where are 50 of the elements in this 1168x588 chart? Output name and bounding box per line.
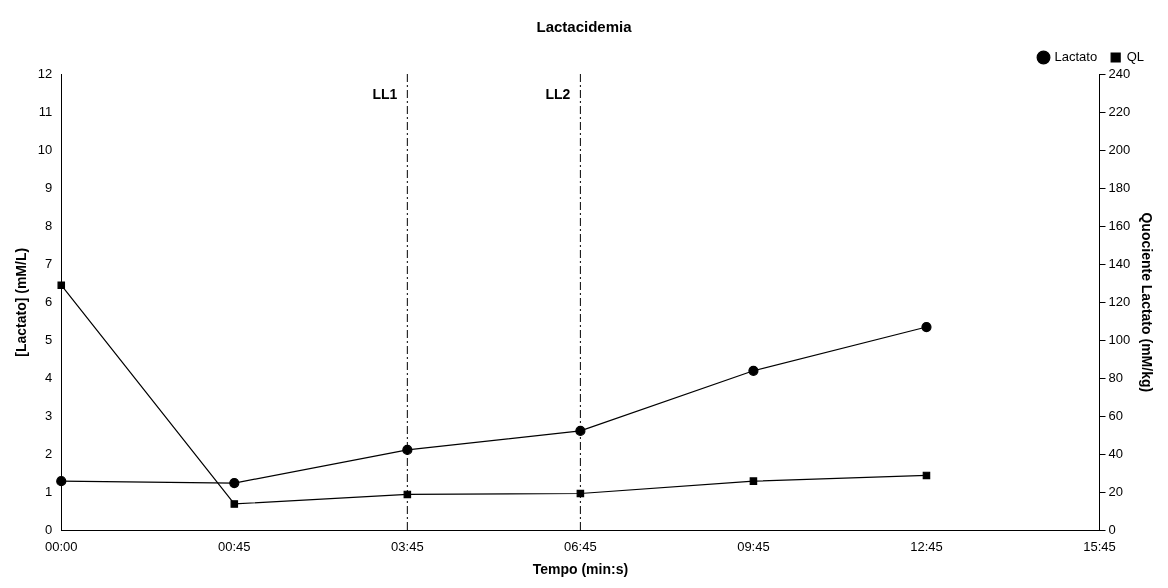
- x-tick-label: 09:45: [737, 538, 770, 554]
- y-tick-label: 7: [45, 255, 53, 271]
- point: [57, 281, 66, 289]
- x-axis-title: Tempo (min:s): [532, 561, 629, 578]
- y2-tick-label: 220: [1108, 103, 1131, 119]
- x-tick-label: 03:45: [391, 538, 424, 554]
- y-tick-label: 2: [45, 446, 53, 462]
- y-axis-title: [Lactato] (mM/L): [13, 247, 30, 357]
- y2-tick-label: 120: [1108, 293, 1131, 309]
- y2-tick-label: 40: [1108, 446, 1123, 462]
- point: [230, 500, 239, 508]
- ref-line-label: LL2: [545, 85, 571, 102]
- point: [229, 477, 240, 489]
- ref-line-label: LL1: [372, 85, 398, 102]
- x-tick-label: 00:00: [44, 538, 78, 554]
- y2-tick-label: 80: [1108, 369, 1123, 385]
- y-tick-label: 5: [45, 331, 53, 347]
- y-tick-label: 6: [45, 293, 53, 309]
- y-tick-label: 12: [37, 65, 53, 81]
- y2-axis-title: Quociente Lactato (mM/kg): [1138, 212, 1155, 393]
- point: [56, 476, 67, 487]
- point: [402, 444, 413, 456]
- x-tick-label: 06:45: [564, 538, 597, 554]
- y2-tick-label: 160: [1108, 217, 1131, 233]
- y2-tick-label: 180: [1108, 179, 1131, 195]
- legend-label: QL: [1126, 49, 1144, 65]
- y-tick-label: 4: [45, 369, 53, 385]
- y2-tick-label: 240: [1108, 65, 1131, 81]
- chart-title: Lactacidemia: [536, 18, 633, 36]
- y-tick-label: 8: [45, 217, 53, 233]
- y2-tick-label: 140: [1108, 255, 1131, 271]
- x-tick-label: 15:45: [1083, 538, 1116, 554]
- x-tick-label: 12:45: [910, 538, 943, 554]
- point: [749, 477, 758, 485]
- y-tick-label: 9: [45, 179, 53, 195]
- y2-tick-label: 0: [1108, 522, 1116, 538]
- y-tick-label: 0: [45, 522, 53, 538]
- y-tick-label: 1: [45, 484, 53, 500]
- y2-tick-label: 100: [1108, 331, 1131, 347]
- point: [575, 425, 586, 437]
- y-tick-label: 3: [45, 408, 53, 424]
- legend-label: Lactato: [1054, 49, 1098, 65]
- point: [921, 321, 932, 333]
- y2-tick-label: 200: [1108, 141, 1131, 157]
- x-tick-label: 00:45: [218, 538, 251, 554]
- y2-tick-label: 60: [1108, 408, 1123, 424]
- point: [748, 365, 759, 376]
- y-tick-label: 10: [37, 141, 53, 157]
- y2-tick-label: 20: [1108, 484, 1123, 500]
- y-tick-label: 11: [38, 103, 53, 119]
